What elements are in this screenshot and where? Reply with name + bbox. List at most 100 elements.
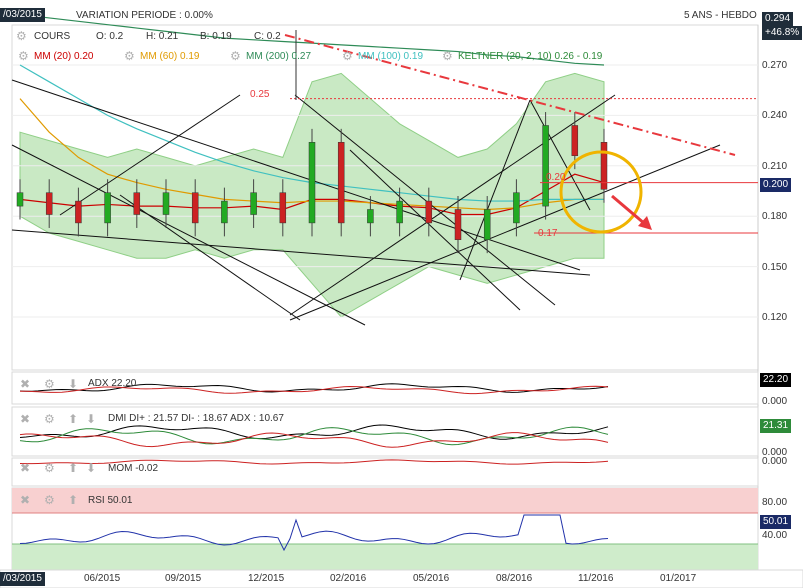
trend-line (11, 144, 366, 326)
mom-zero-tick: 0.000 (762, 456, 788, 467)
cours-label: COURS (34, 31, 71, 42)
high-label: H: 0.21 (146, 31, 179, 42)
x-tick: 08/2016 (496, 573, 533, 584)
trend-line (11, 229, 591, 276)
close-icon[interactable]: ✖ (20, 493, 31, 507)
candle-body (104, 192, 111, 224)
x-tick: 05/2016 (413, 573, 450, 584)
mom-label: MOM -0.02 (108, 463, 159, 474)
price-tick: 0.180 (762, 211, 788, 222)
mm60-label: MM (60) 0.19 (140, 51, 200, 62)
candle-body (600, 142, 608, 190)
candle-body (279, 192, 287, 224)
candle-body (367, 209, 374, 224)
mom-panel-frame (11, 457, 759, 487)
x-tick: 09/2015 (165, 573, 202, 584)
date-tag: /03/2015 (0, 8, 45, 22)
candle-body (454, 209, 462, 240)
dmi-adx-line (19, 424, 609, 440)
adx-panel-frame (11, 371, 759, 405)
period-label[interactable]: 5 ANS - HEBDO (684, 10, 757, 21)
gear-icon[interactable]: ⚙ (16, 29, 27, 43)
close-label: C: 0.2 (254, 31, 281, 42)
candle-body (483, 209, 491, 240)
gear-icon[interactable]: ⚙ (44, 461, 55, 475)
price-tick: 0.150 (762, 262, 788, 273)
dmi-panel-frame (11, 406, 759, 457)
level-025-label: 0.25 (250, 89, 270, 100)
rsi-40-tick: 40.00 (762, 530, 788, 541)
annotations (284, 30, 758, 234)
adx-signal-line (19, 385, 609, 395)
last-price-tag: 0.294 (762, 12, 794, 26)
trend-line (294, 94, 556, 306)
trend-line (59, 94, 241, 216)
x-tick: 02/2016 (330, 573, 367, 584)
candle-body (396, 200, 403, 224)
adx-value-tag: 22.20 (760, 373, 792, 387)
gear-icon[interactable]: ⚙ (44, 493, 55, 507)
candle-body (542, 125, 549, 207)
candle-body (425, 200, 433, 224)
arrow-up-icon[interactable]: ⬆ (68, 412, 79, 426)
keltner-label: KELTNER (20, 2, 10) 0.26 - 0.19 (458, 51, 603, 62)
mm20-label: MM (20) 0.20 (34, 51, 94, 62)
arrow-down-icon[interactable]: ⬇ (86, 412, 97, 426)
rsi-value-tag: 50.01 (760, 515, 792, 529)
mom-line (19, 459, 609, 465)
resistance-dashed-line (284, 34, 736, 156)
rsi-overbought-zone (12, 488, 758, 513)
trend-line (459, 99, 531, 281)
current-price-tag: 0.200 (760, 178, 792, 192)
trend-line (119, 194, 301, 321)
low-label: B: 0.19 (200, 31, 232, 42)
x-tick: 06/2015 (84, 573, 121, 584)
price-tick: 0.120 (762, 312, 788, 323)
rsi-80-tick: 80.00 (762, 497, 788, 508)
trend-line (289, 94, 616, 316)
candle-body (571, 125, 579, 156)
candle-body (162, 192, 170, 215)
down-arrow-shaft (611, 194, 646, 226)
x-first-tag: /03/2015 (0, 572, 45, 586)
close-icon[interactable]: ✖ (20, 461, 31, 475)
level-020-label: 0.20 (546, 172, 566, 183)
adx-line (19, 383, 609, 393)
price-tick: 0.270 (762, 60, 788, 71)
dmi-value-tag: 21.31 (760, 419, 792, 433)
indicator-lines (19, 383, 609, 552)
candle-body (45, 192, 53, 215)
candlesticks (16, 112, 608, 254)
arrow-down-icon[interactable]: ⬇ (68, 377, 79, 391)
candle-body (16, 192, 24, 207)
gear-icon[interactable]: ⚙ (44, 412, 55, 426)
close-icon[interactable]: ✖ (20, 412, 31, 426)
close-icon[interactable]: ✖ (20, 377, 31, 391)
adx-label: ADX 22.20 (88, 378, 137, 389)
arrow-up-icon[interactable]: ⬆ (68, 461, 79, 475)
trend-line (349, 149, 521, 311)
gear-icon[interactable]: ⚙ (18, 49, 29, 63)
gear-icon[interactable]: ⚙ (124, 49, 135, 63)
price-tick: 0.210 (762, 161, 788, 172)
gear-icon[interactable]: ⚙ (44, 377, 55, 391)
gear-icon[interactable]: ⚙ (230, 49, 241, 63)
candle-body (337, 142, 345, 224)
mm200-label: MM (200) 0.27 (246, 51, 312, 62)
mm100-label: MM (100) 0.19 (358, 51, 424, 62)
down-arrow-head (638, 216, 652, 230)
rsi-label: RSI 50.01 (88, 495, 133, 506)
gear-icon[interactable]: ⚙ (442, 49, 453, 63)
rsi-line (19, 514, 609, 552)
adx-zero-tick: 0.000 (762, 396, 788, 407)
variation-label: VARIATION PERIODE : 0.00% (76, 10, 213, 21)
candle-body (191, 192, 199, 224)
x-axis-band (0, 569, 803, 588)
candle-body (250, 192, 257, 215)
candle-body (75, 200, 82, 224)
gear-icon[interactable]: ⚙ (342, 49, 353, 63)
arrow-down-icon[interactable]: ⬇ (86, 461, 97, 475)
arrow-up-icon[interactable]: ⬆ (68, 493, 79, 507)
x-tick: 01/2017 (660, 573, 697, 584)
